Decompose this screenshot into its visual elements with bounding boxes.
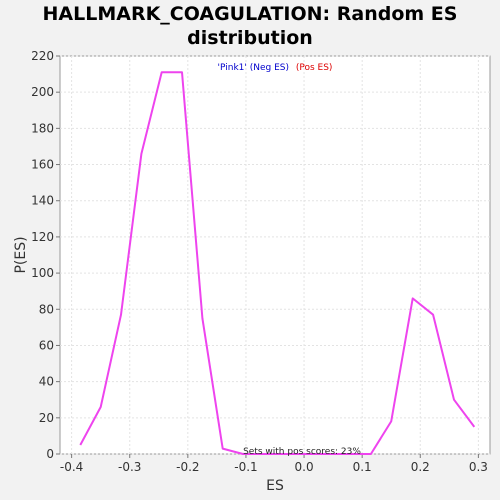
y-tick-label: 200 bbox=[31, 85, 54, 99]
y-tick-label: 180 bbox=[31, 121, 54, 135]
y-tick-label: 140 bbox=[31, 194, 54, 208]
x-tick-label: 0.2 bbox=[411, 460, 430, 474]
y-tick-label: 80 bbox=[39, 302, 54, 316]
x-axis: -0.4 -0.3 -0.2 -0.1 0.0 0.1 0.2 0.3 bbox=[60, 454, 488, 474]
x-tick-label: -0.4 bbox=[60, 460, 83, 474]
y-tick-label: 120 bbox=[31, 230, 54, 244]
y-tick-label: 40 bbox=[39, 375, 54, 389]
legend: 'Pink1' (Neg ES) (Pos ES) bbox=[218, 63, 333, 73]
series-layer bbox=[79, 71, 476, 455]
y-axis-label: P(ES) bbox=[13, 236, 29, 273]
x-axis-label: ES bbox=[266, 478, 284, 494]
x-tick-label: -0.2 bbox=[176, 460, 199, 474]
y-tick-label: 220 bbox=[31, 49, 54, 63]
x-tick-label: 0.3 bbox=[469, 460, 488, 474]
y-tick-label: 20 bbox=[39, 411, 54, 425]
y-tick-label: 160 bbox=[31, 158, 54, 172]
y-tick-label: 100 bbox=[31, 266, 54, 280]
y-tick-label: 0 bbox=[46, 447, 54, 461]
legend-pos-es: (Pos ES) bbox=[296, 63, 333, 73]
chart-title-line1: HALLMARK_COAGULATION: Random ES bbox=[42, 3, 458, 25]
y-tick-label: 60 bbox=[39, 338, 54, 352]
legend-neg-es: 'Pink1' (Neg ES) bbox=[218, 63, 289, 73]
plot-area bbox=[59, 55, 491, 455]
es-distribution-line bbox=[79, 71, 476, 455]
y-axis: 0 20 40 60 80 100 120 140 160 180 200 220 bbox=[31, 49, 60, 461]
x-tick-label: -0.1 bbox=[234, 460, 257, 474]
chart-title-line2: distribution bbox=[187, 27, 313, 49]
x-tick-label: 0.0 bbox=[295, 460, 314, 474]
x-tick-label: -0.3 bbox=[118, 460, 141, 474]
x-tick-label: 0.1 bbox=[353, 460, 372, 474]
pos-scores-annotation: Sets with pos scores: 23% bbox=[243, 447, 361, 457]
chart-title: HALLMARK_COAGULATION: Random ES distribu… bbox=[0, 2, 500, 50]
